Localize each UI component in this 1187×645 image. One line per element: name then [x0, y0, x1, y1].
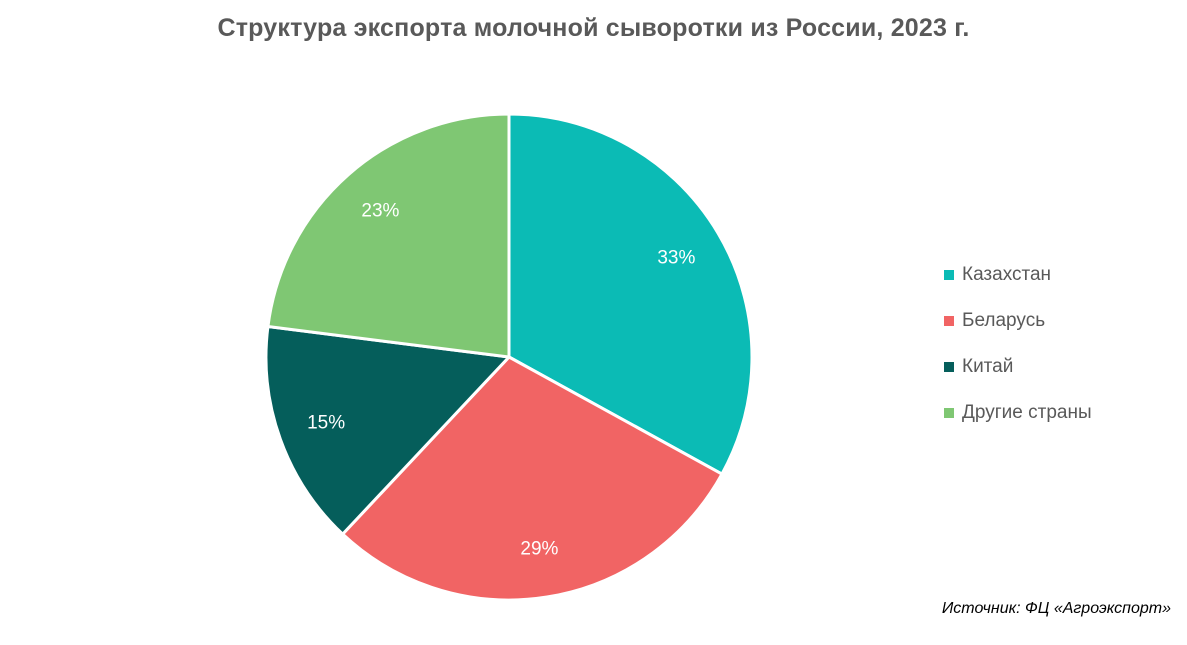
legend-item-other: Другие страны	[944, 390, 1092, 436]
legend-label-kazakhstan: Казахстан	[962, 264, 1052, 285]
legend-label-china: Китай	[962, 356, 1014, 377]
source-note: Источник: ФЦ «Агроэкспорт»	[941, 600, 1171, 617]
legend-label-other: Другие страны	[962, 402, 1092, 423]
data-label-belarus: 29%	[520, 539, 558, 560]
data-label-china: 15%	[307, 412, 345, 433]
legend-item-belarus: Беларусь	[944, 298, 1092, 344]
legend-swatch-china	[944, 362, 954, 372]
data-label-kazakhstan: 33%	[657, 248, 695, 269]
legend-swatch-other	[944, 408, 954, 418]
legend-item-kazakhstan: Казахстан	[944, 252, 1092, 298]
pie-slice-china	[264, 325, 511, 536]
legend-item-china: Китай	[944, 344, 1092, 390]
chart-title: Структура экспорта молочной сыворотки из…	[217, 14, 970, 42]
legend-swatch-belarus	[944, 316, 954, 326]
pie-slice-belarus	[341, 355, 724, 602]
legend-label-belarus: Беларусь	[962, 310, 1046, 331]
legend: Казахстан Беларусь Китай Другие страны	[944, 252, 1092, 436]
legend-swatch-kazakhstan	[944, 270, 954, 280]
data-label-other: 23%	[361, 201, 399, 222]
pie-slice-kazakhstan	[507, 112, 754, 476]
pie-slice-other	[266, 112, 511, 359]
